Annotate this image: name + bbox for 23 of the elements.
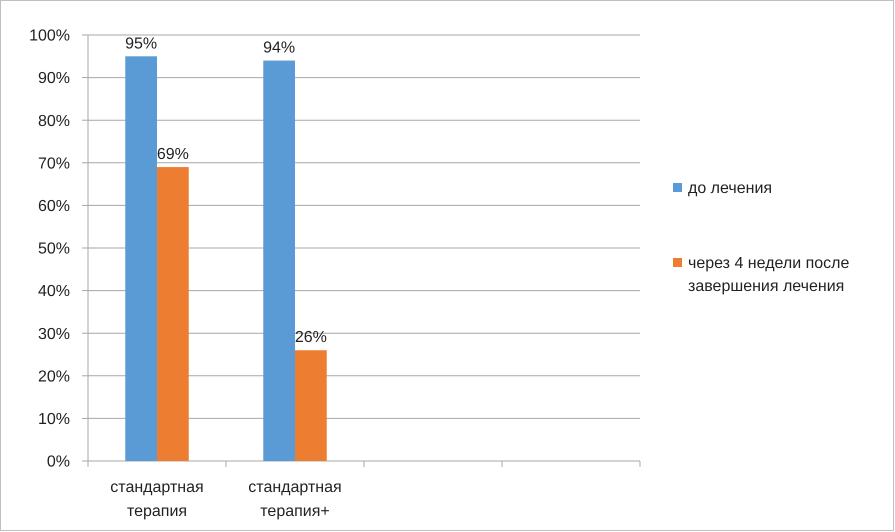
data-label: 69%: [156, 146, 189, 164]
y-tick-label: 100%: [29, 28, 70, 45]
bar: [157, 167, 189, 461]
y-tick-label: 60%: [38, 198, 70, 215]
y-tick-label: 10%: [38, 411, 70, 428]
bar: [125, 56, 157, 461]
data-label: 26%: [294, 329, 327, 346]
legend-label: через 4 недели после завершения лечения: [688, 255, 850, 295]
y-tick-label: 70%: [38, 155, 70, 172]
bar: [263, 60, 295, 461]
y-tick-label: 20%: [38, 368, 70, 386]
x-tick-label: стандартная терапия: [110, 479, 204, 520]
y-tick-label: 0%: [46, 454, 70, 471]
data-label: 95%: [125, 35, 158, 52]
x-tick-label: стандартная терапия+: [248, 479, 342, 520]
y-tick-label: 50%: [38, 240, 70, 258]
y-tick-label: 40%: [38, 283, 70, 300]
data-label: 94%: [263, 40, 296, 57]
y-tick-label: 90%: [38, 70, 70, 88]
legend-label: до лечения: [688, 180, 772, 197]
y-tick-label: 30%: [38, 326, 70, 343]
bar: [295, 350, 327, 461]
y-tick-label: 80%: [38, 112, 70, 130]
